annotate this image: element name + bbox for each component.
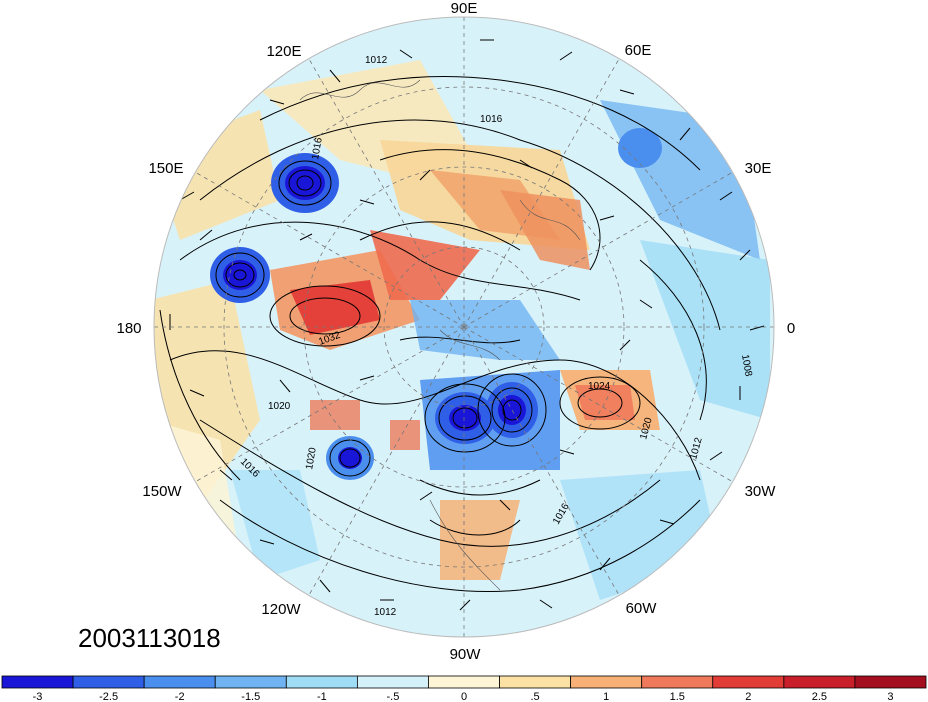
isobar-contours (159, 75, 721, 593)
isobar-label: 1024 (588, 381, 611, 392)
colorbar-tick-label: 1 (603, 691, 609, 702)
map-disc: 1012 1016 1016 1024 1020 1020 1020 1016 … (154, 17, 774, 637)
colorbar-tick-label: -2.5 (99, 691, 118, 702)
colorbar-swatch (1, 675, 74, 689)
colorbar-swatch (214, 675, 287, 689)
colorbar-tick-label: 3 (887, 691, 893, 702)
lon-label-90w: 90W (450, 646, 482, 663)
colorbar-tick-label: -1.5 (241, 691, 260, 702)
colorbar-tick-label: -.5 (387, 691, 400, 702)
colorbar-tick-label: -3 (33, 691, 43, 702)
colorbar-swatch (428, 675, 500, 689)
longitude-labels: 90E 60E 30E 0 30W 60W 90W 120W 150W 180 … (116, 0, 795, 663)
coastlines (299, 79, 581, 591)
colorbar-swatch (356, 675, 429, 689)
lon-label-90e: 90E (451, 0, 478, 17)
colorbar-swatch (570, 675, 643, 689)
isobar-label: 1016 (480, 114, 503, 125)
colorbar-tick-label: 1.5 (670, 691, 685, 702)
map-border (153, 16, 775, 638)
isobar-label: 1016 (310, 136, 325, 160)
colorbar-swatch (499, 675, 572, 689)
colorbar-tick-label: 2 (745, 691, 751, 702)
colorbar-tick-label: -1 (317, 691, 327, 702)
colorbar-swatch (641, 675, 714, 689)
colorbar-swatch (783, 675, 856, 689)
lon-label-120e: 120E (266, 43, 301, 60)
colorbar-swatch (285, 675, 358, 689)
colorbar-swatch (143, 675, 216, 689)
isobar-label: 1012 (709, 116, 730, 141)
isobar-label: 1020 (304, 446, 319, 470)
isobar-label: 1012 (374, 607, 397, 618)
isobar-label: 1020 (268, 401, 291, 412)
colorbar: -3 -2.5 -2 -1.5 -1 -.5 0 .5 1 1.5 2 2.5 3 (1, 675, 927, 702)
colorbar-tick-label: -2 (175, 691, 185, 702)
lon-label-60e: 60E (625, 42, 652, 59)
lon-label-0: 0 (787, 320, 795, 337)
colorbar-tick-label: .5 (530, 691, 539, 702)
lon-label-60w: 60W (626, 600, 658, 617)
wind-barbs (169, 39, 765, 611)
colorbar-swatch (712, 675, 785, 689)
colorbar-swatch (72, 675, 145, 689)
lon-label-30e: 30E (745, 160, 772, 177)
lon-label-180: 180 (116, 320, 141, 337)
timestamp-label: 2003113018 (78, 623, 221, 653)
isobar-label: 1008 (739, 354, 754, 378)
graticule (154, 17, 774, 637)
colorbar-tick-label: 0 (461, 691, 467, 702)
isobar-label: 1012 (365, 55, 388, 66)
lon-label-30w: 30W (745, 483, 777, 500)
colorbar-tick-label: 2.5 (812, 691, 827, 702)
lon-label-120w: 120W (261, 601, 301, 618)
colorbar-swatch (854, 675, 927, 689)
lon-label-150w: 150W (142, 483, 182, 500)
lon-label-150e: 150E (148, 160, 183, 177)
